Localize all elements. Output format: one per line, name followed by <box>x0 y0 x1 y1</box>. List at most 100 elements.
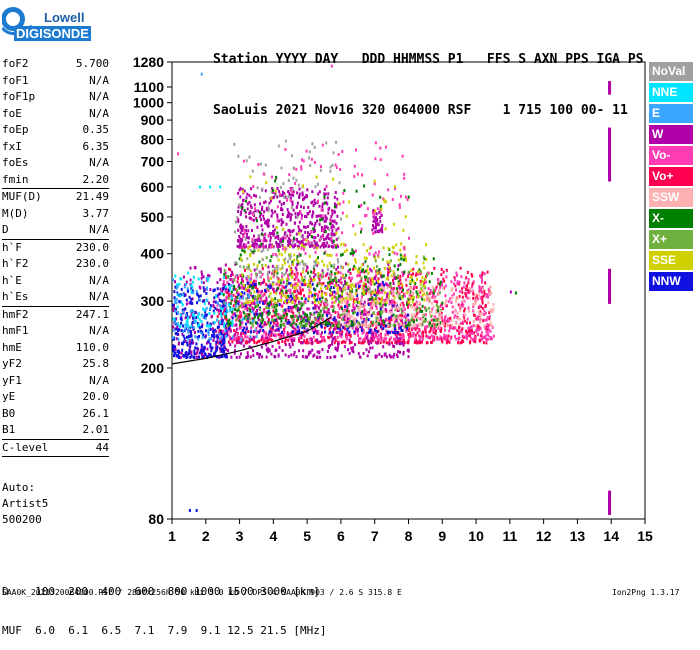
echo-point <box>245 314 248 318</box>
echo-point <box>347 321 350 325</box>
echo-point <box>355 319 358 323</box>
echo-point <box>254 295 257 299</box>
echo-point <box>188 349 191 353</box>
echo-point <box>255 245 258 249</box>
echo-point <box>205 298 208 302</box>
echo-point <box>365 213 368 217</box>
echo-point <box>196 301 198 305</box>
echo-point <box>237 240 240 243</box>
echo-point <box>243 284 246 288</box>
echo-point <box>190 313 193 317</box>
echo-point <box>236 339 239 343</box>
echo-point <box>416 312 419 315</box>
echo-point <box>204 316 207 320</box>
echo-point <box>179 294 182 298</box>
echo-point <box>352 295 355 299</box>
echo-point <box>266 287 269 291</box>
echo-point <box>394 337 397 341</box>
echo-point <box>340 323 343 327</box>
parameter-name: C-level <box>2 440 49 454</box>
echo-point <box>317 317 320 321</box>
echo-point <box>403 315 406 319</box>
echo-point <box>487 301 490 305</box>
echo-point <box>267 302 269 306</box>
echo-point <box>269 321 272 325</box>
echo-point <box>464 313 467 317</box>
echo-point <box>415 318 418 322</box>
echo-point <box>415 295 418 299</box>
echo-point <box>409 286 412 290</box>
echo-point <box>403 341 406 345</box>
echo-point <box>274 297 277 301</box>
echo-point <box>275 312 278 316</box>
echo-point <box>256 321 259 325</box>
echo-point <box>377 339 380 343</box>
echo-point <box>369 302 372 305</box>
echo-point <box>250 277 253 280</box>
echo-point <box>453 315 456 319</box>
echo-point <box>249 210 252 214</box>
echo-point <box>479 312 482 316</box>
echo-point <box>276 195 279 199</box>
echo-point <box>296 201 299 205</box>
echo-point <box>425 280 427 284</box>
echo-point <box>271 338 274 342</box>
echo-point <box>432 288 435 292</box>
echo-point <box>289 268 292 272</box>
echo-point <box>197 337 200 341</box>
echo-point <box>239 226 242 230</box>
echo-point <box>378 302 381 306</box>
echo-point <box>350 292 353 296</box>
echo-point <box>274 189 277 193</box>
echo-point <box>267 265 270 269</box>
echo-point <box>292 176 295 180</box>
echo-point <box>341 307 343 310</box>
echo-point <box>335 267 338 271</box>
echo-point <box>375 316 378 320</box>
echo-point <box>410 268 413 272</box>
echo-point <box>394 187 397 191</box>
echo-point <box>207 324 210 328</box>
echo-point <box>361 291 364 295</box>
echo-point <box>468 330 471 333</box>
echo-point <box>205 329 207 333</box>
parameter-separator <box>2 188 109 189</box>
echo-point <box>324 192 327 196</box>
parameter-row: D N/A <box>2 222 109 239</box>
echo-point <box>303 197 305 201</box>
echo-point <box>331 333 333 337</box>
echo-point <box>356 300 359 304</box>
echo-point <box>253 301 256 305</box>
echo-point <box>187 289 190 292</box>
echo-point <box>326 324 329 327</box>
echo-point <box>488 328 490 332</box>
echo-point <box>486 337 489 341</box>
echo-point <box>206 287 209 291</box>
echo-point <box>379 195 382 199</box>
echo-point <box>224 332 227 336</box>
echo-point <box>486 293 489 296</box>
echo-point <box>209 327 212 331</box>
parameter-row: h`E N/A <box>2 273 109 290</box>
echo-point <box>290 154 293 158</box>
echo-point <box>332 177 335 181</box>
echo-point <box>459 266 462 270</box>
echo-point <box>189 344 192 348</box>
echo-point <box>441 315 443 319</box>
echo-point <box>305 149 308 153</box>
echo-point <box>248 345 251 349</box>
echo-point <box>331 339 334 343</box>
echo-point <box>252 242 255 246</box>
echo-point <box>437 281 440 285</box>
echo-point <box>372 253 375 257</box>
echo-point <box>457 303 460 307</box>
echo-point <box>244 245 246 249</box>
echo-point <box>365 333 368 337</box>
echo-point <box>261 315 264 319</box>
echo-point <box>187 316 190 320</box>
echo-point <box>284 148 287 151</box>
echo-point <box>263 302 266 306</box>
echo-point <box>427 295 430 299</box>
echo-point <box>315 243 318 247</box>
echo-point <box>379 341 382 345</box>
